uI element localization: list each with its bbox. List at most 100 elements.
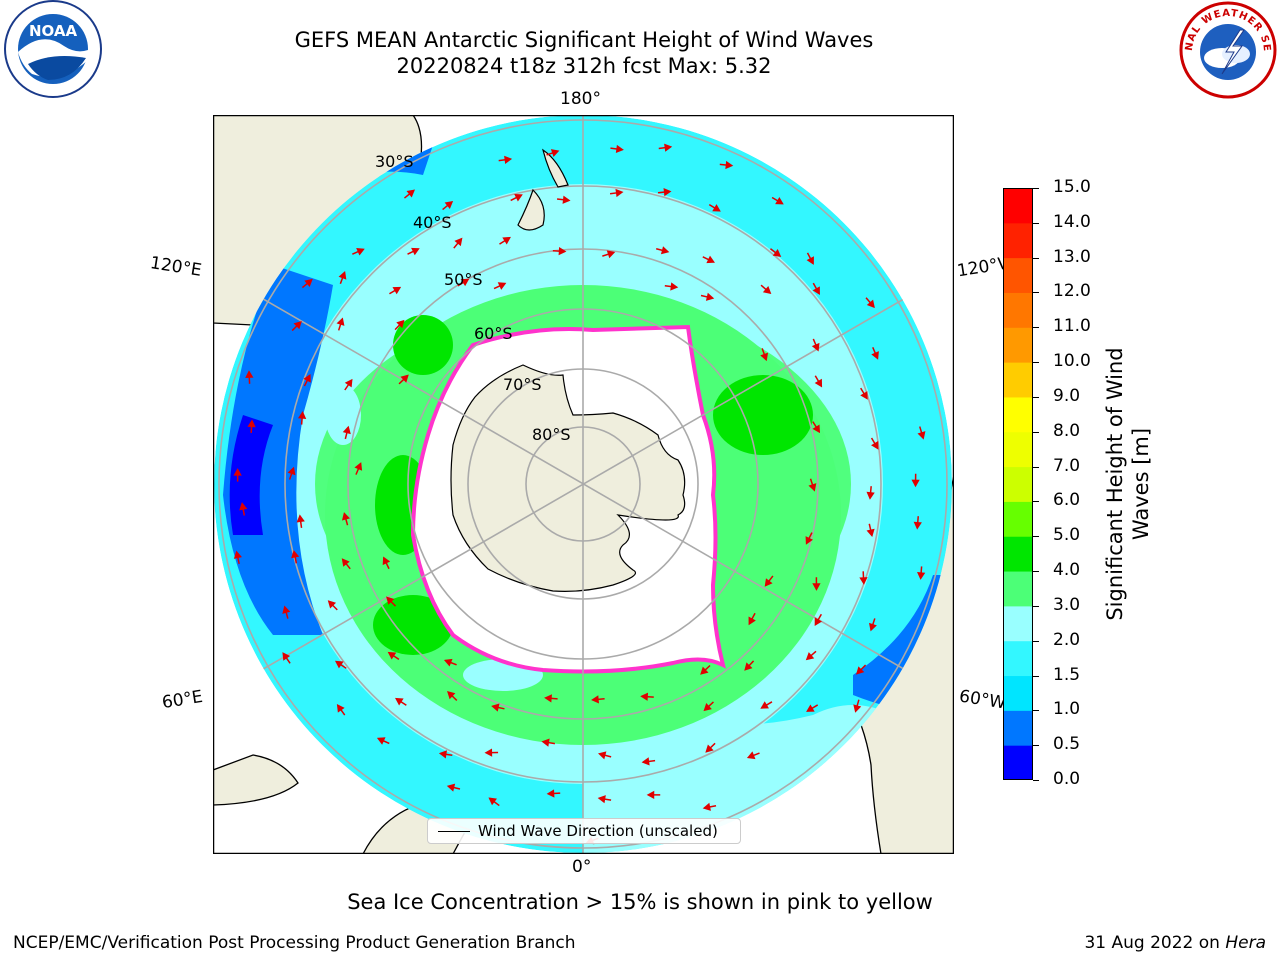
colorbar-tick-mark: [1033, 780, 1039, 781]
colorbar-cell: [1003, 292, 1033, 328]
lon-label-180: 180°: [560, 89, 601, 109]
wave-arrow-head: [806, 704, 815, 712]
wave-arrow-head: [282, 605, 291, 614]
colorbar-tick-label: 11.0: [1053, 316, 1091, 337]
wave-arrow-head: [233, 468, 242, 476]
colorbar-tick-label: 0.0: [1053, 769, 1081, 789]
wave-arrow-head: [239, 502, 248, 511]
svg-text:NOAA: NOAA: [29, 22, 78, 40]
wave-arrow-head: [293, 320, 302, 330]
legend-line-swatch: [438, 831, 470, 832]
wave-arrow-head: [400, 374, 409, 383]
wave-arrow-head: [484, 748, 493, 757]
wave-arrow-head: [396, 319, 405, 329]
lat-label-80s: 80°S: [532, 425, 571, 444]
colorbar-label-text: Significant Height of Wind Waves [m]: [1103, 347, 1153, 621]
colorbar-cell: [1003, 536, 1033, 572]
wave-arrow-head: [392, 286, 402, 295]
colorbar-tick-mark: [1033, 327, 1039, 329]
colorbar-tick-label: 4.0: [1053, 560, 1081, 581]
wave-arrow-head: [866, 491, 875, 500]
lon-label-120e: 120°E: [148, 253, 203, 281]
wave-arrow-head: [387, 651, 397, 660]
wave-arrow-head: [764, 578, 773, 587]
wave-arrow-head: [744, 662, 753, 671]
wave-arrow-head: [327, 600, 337, 609]
wave-arrow-head: [664, 143, 673, 152]
colorbar-tick-mark: [1033, 292, 1039, 294]
noaa-logo: NOAA: [4, 0, 102, 98]
wave-arrow-head: [725, 160, 734, 170]
wave-arrow-head: [703, 702, 712, 712]
wave-arrow-head: [705, 292, 715, 301]
wave-arrow-head: [748, 616, 756, 626]
title-line-1: GEFS MEAN Antarctic Significant Height o…: [294, 28, 874, 52]
wave-arrow-head: [245, 370, 254, 379]
colorbar-tick-label: 13.0: [1053, 246, 1091, 267]
colorbar-tick-mark: [1033, 536, 1039, 538]
colorbar-cell: [1003, 745, 1033, 780]
wave-arrow-head: [382, 556, 391, 566]
colorbar-cell: [1003, 640, 1033, 677]
wave-arrow-head: [376, 737, 386, 745]
lat-label-70s: 70°S: [503, 375, 542, 394]
wave-arrow-head: [514, 194, 523, 202]
graticule: [214, 115, 952, 853]
wave-arrow-head: [808, 483, 817, 492]
colorbar-tick-mark: [1033, 605, 1039, 607]
map-frame: [213, 115, 954, 854]
polar-map: [213, 115, 954, 854]
wave-arrow-head: [660, 246, 670, 255]
wave-arrow-head: [541, 738, 550, 747]
wave-arrow-head: [438, 750, 447, 759]
wave-arrow-head: [502, 236, 511, 245]
colorbar: [1003, 188, 1033, 780]
lon-label-0: 0°: [572, 857, 592, 877]
wave-arrow-head: [406, 189, 416, 198]
wave-arrow-head: [344, 378, 353, 388]
colorbar-tick-mark: [1033, 362, 1039, 364]
wave-arrow-head: [546, 789, 555, 798]
wave-arrow-head: [342, 425, 351, 435]
sea-ice-note: Sea Ice Concentration > 15% is shown in …: [347, 890, 933, 914]
lat-label-60s: 60°S: [474, 324, 513, 343]
wave-arrow-head: [356, 247, 365, 256]
wave-arrow-head: [646, 790, 655, 800]
wave-arrow-head: [913, 521, 922, 530]
wave-arrow-head: [287, 466, 296, 476]
wave-arrow-head: [606, 250, 616, 259]
wave-arrow-head: [297, 411, 307, 419]
wave-arrow-head: [670, 282, 679, 291]
wave-arrow-head: [917, 431, 926, 440]
colorbar-tick-mark: [1033, 222, 1039, 224]
colorbar-cell: [1003, 188, 1033, 224]
wave-arrow-head: [460, 278, 470, 287]
wave-arrow-head: [488, 797, 497, 806]
colorbar-tick-mark: [1033, 396, 1039, 398]
colorbar-tick-label: 1.5: [1053, 664, 1081, 685]
wave-arrow-head: [762, 285, 772, 295]
colorbar-tick-label: 7.0: [1053, 455, 1081, 476]
wave-arrow-head: [233, 550, 242, 559]
colorbar-tick-mark: [1033, 257, 1039, 259]
colorbar-tick-label: 15.0: [1053, 177, 1091, 197]
wave-arrow-head: [615, 188, 624, 198]
colorbar-tick-mark: [1033, 466, 1039, 468]
wave-arrow-head: [814, 378, 823, 388]
wave-arrow-head: [386, 596, 395, 605]
wave-arrow-head: [760, 352, 769, 362]
colorbar-cell: [1003, 362, 1033, 398]
colorbar-tick-mark: [1033, 640, 1039, 642]
wave-arrow-head: [705, 744, 714, 753]
wave-arrow-head: [444, 200, 454, 209]
colorbar-tick-label: 6.0: [1053, 490, 1081, 511]
lon-label-60e: 60°E: [160, 686, 205, 714]
wave-arrow-head: [775, 196, 784, 205]
footer-host: Hera: [1225, 933, 1266, 953]
wave-arrow-head: [812, 424, 821, 434]
title-line-2: 20220824 t18z 312h fcst Max: 5.32: [396, 54, 772, 78]
colorbar-tick-mark: [1033, 675, 1039, 677]
wave-arrow-head: [853, 704, 862, 713]
wave-arrow-head: [338, 271, 347, 280]
wave-arrow-head: [805, 652, 815, 661]
